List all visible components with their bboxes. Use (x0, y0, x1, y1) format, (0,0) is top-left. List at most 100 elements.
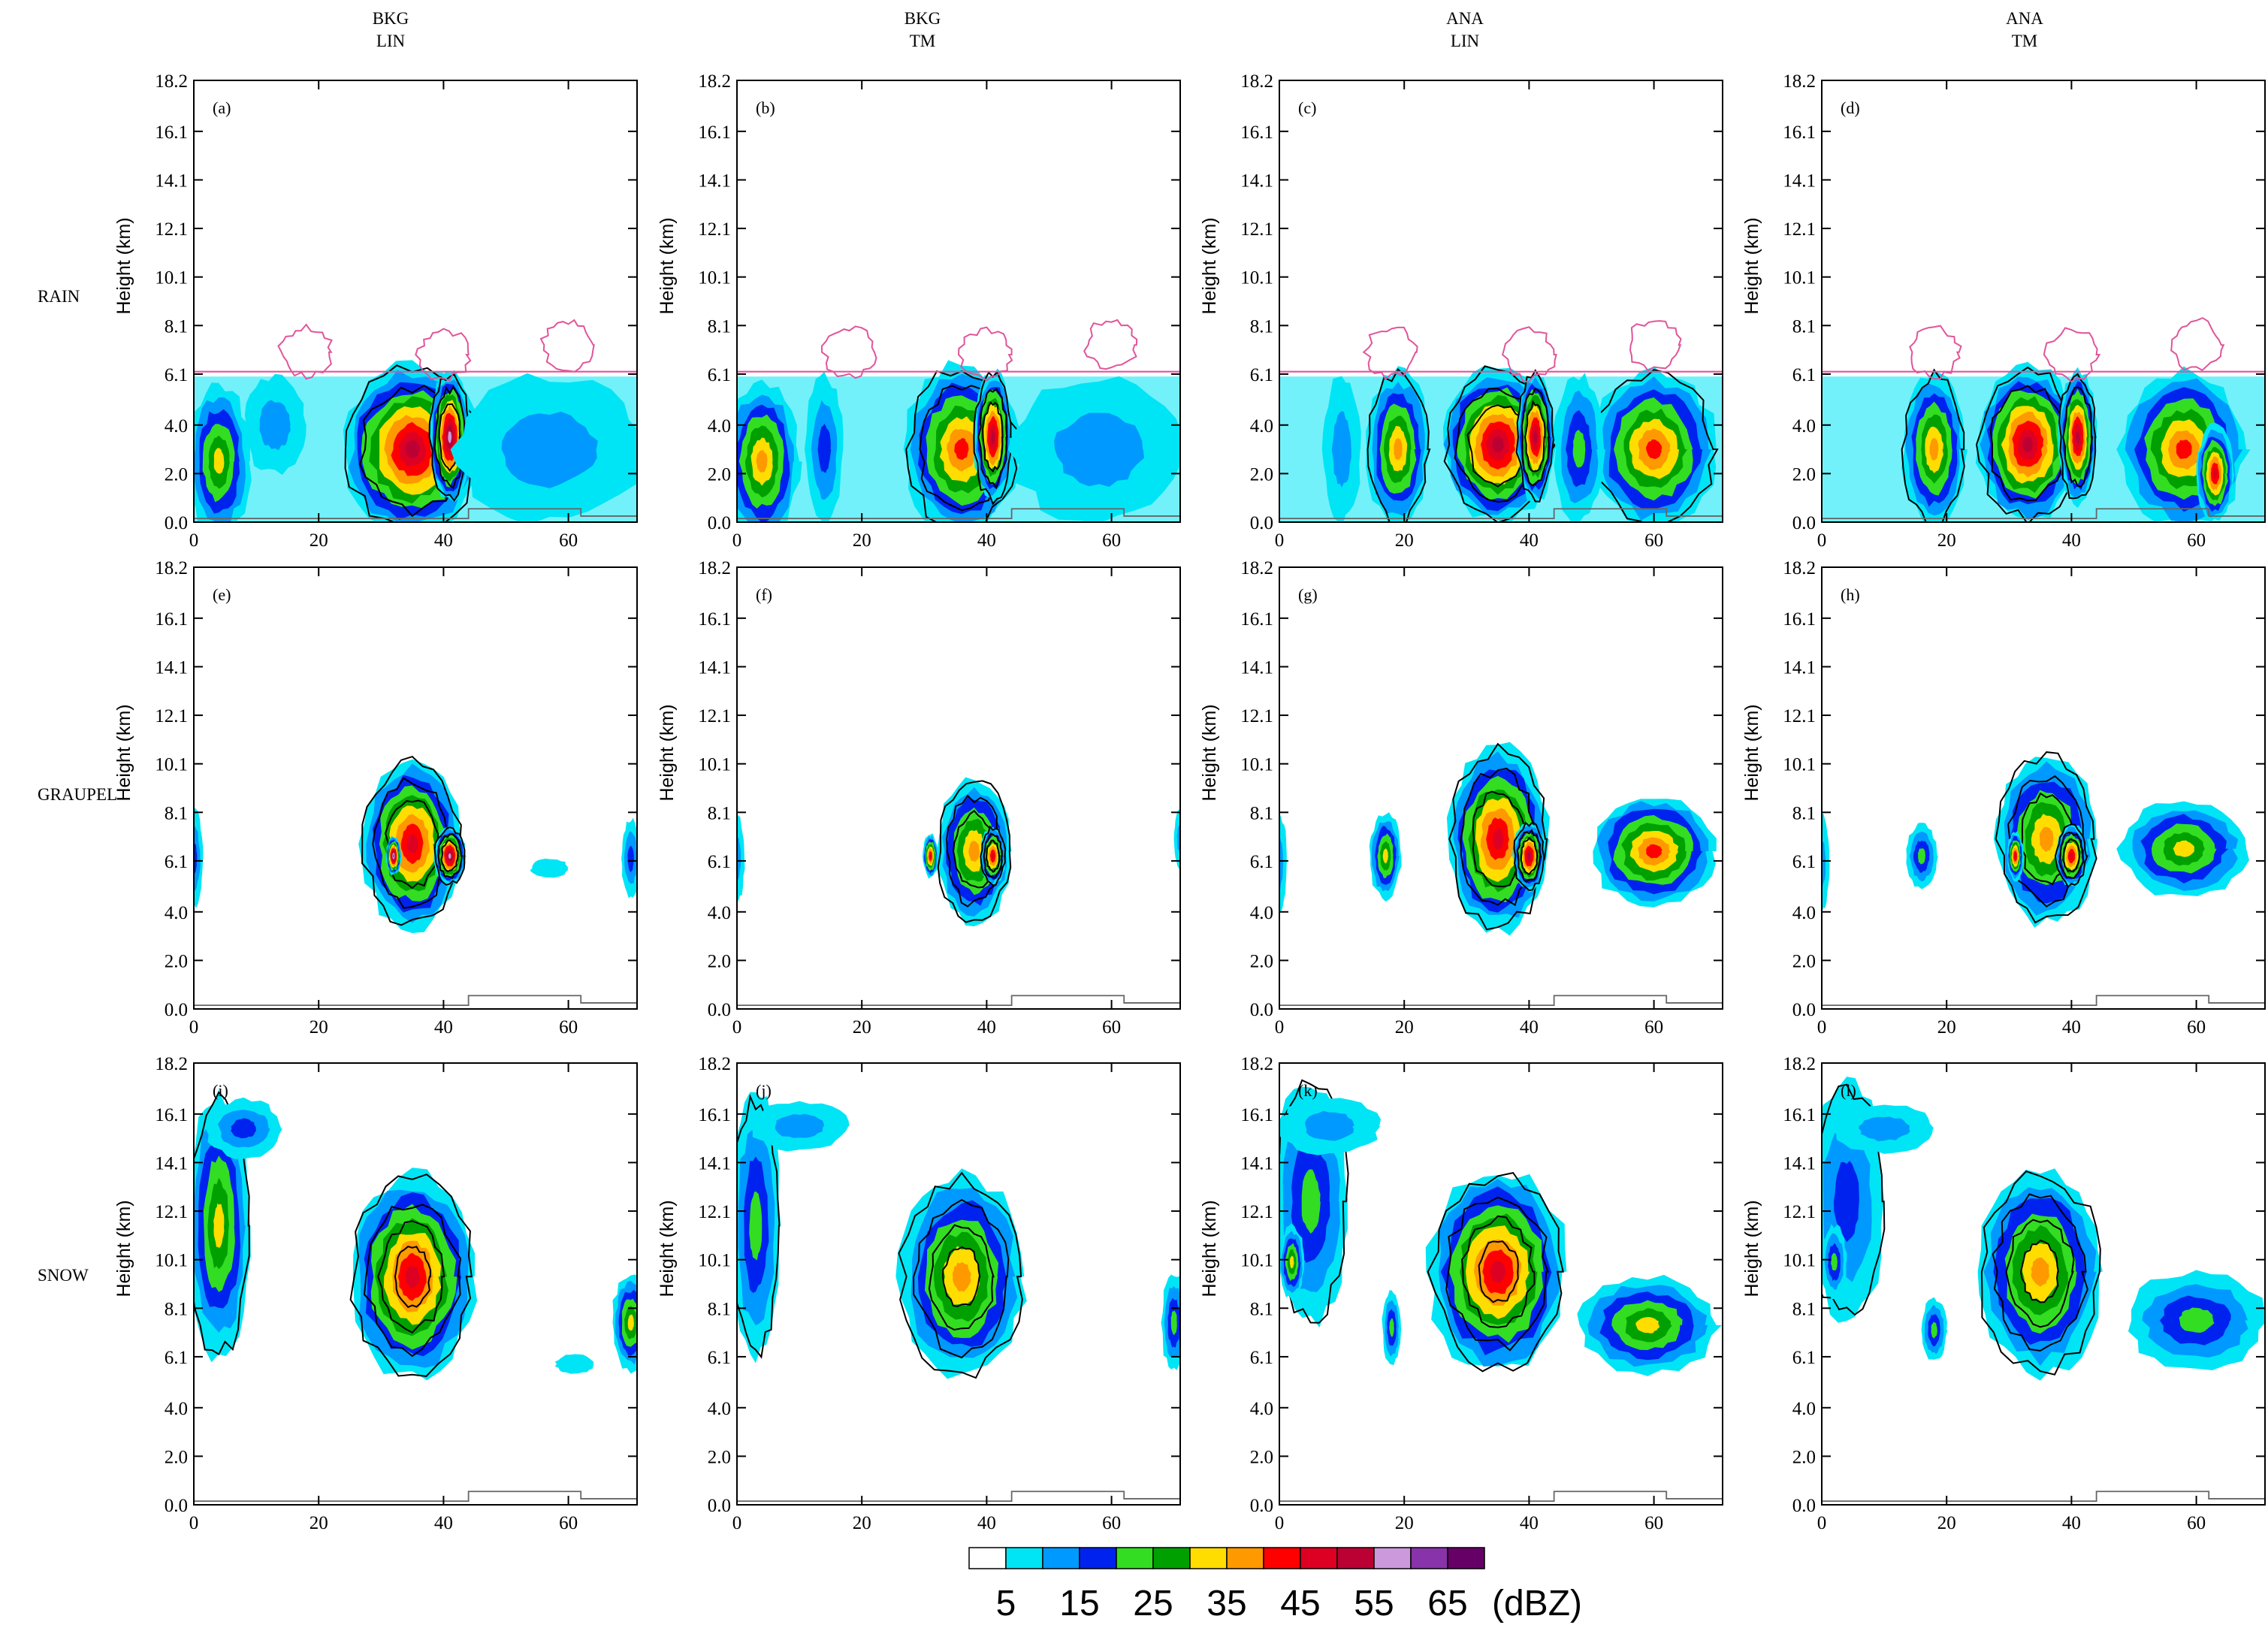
colorbar-swatch (1189, 1547, 1228, 1569)
contour-line (2021, 792, 2074, 886)
terrain-outline (194, 1491, 637, 1503)
reflectivity-layer (448, 430, 452, 443)
reflectivity-layer (1527, 852, 1531, 859)
reflectivity-cell (1901, 368, 1968, 522)
y-tick-label: 12.1 (1240, 706, 1273, 726)
y-tick-label: 4.0 (1792, 1399, 1816, 1419)
x-tick-label: 20 (310, 1017, 328, 1038)
reflectivity-cell (1977, 1168, 2103, 1381)
y-tick-label: 18.2 (155, 558, 188, 578)
y-tick-label: 2.0 (708, 1447, 731, 1467)
row-header: GRAUPEL (38, 785, 117, 804)
y-tick-label: 16.1 (155, 122, 188, 143)
panel: 0.0 2.0 4.0 6.1 8.1 10.1 12.1 14.1 16.1 18.2 0 20 40… (657, 1054, 1181, 1533)
reflectivity-layer (405, 440, 420, 458)
y-tick-label: 18.2 (1783, 1054, 1816, 1074)
y-tick-label: 6.1 (165, 1348, 188, 1368)
reflectivity-cell (1822, 813, 1830, 914)
reflectivity-layer (627, 845, 635, 873)
y-tick-label: 16.1 (1783, 122, 1816, 143)
contour-line (433, 826, 466, 887)
contour-line (433, 385, 466, 490)
reflectivity-cell (1921, 1297, 1948, 1360)
reflectivity-cell (923, 833, 938, 879)
reflectivity-layer (1394, 437, 1403, 461)
panel: 0.0 2.0 4.0 6.1 8.1 10.1 12.1 14.1 16.1 18.2 0 20 40… (1741, 1054, 2266, 1533)
y-tick-label: 4.0 (165, 903, 188, 923)
colorbar-tick-label: 25 (1133, 1584, 1173, 1623)
y-axis-label: Height (km) (657, 704, 678, 801)
contour-line (440, 839, 459, 873)
y-tick-label: 8.1 (1250, 1299, 1273, 1319)
reflectivity-layer (2040, 826, 2054, 852)
column-headers: BKG LIN BKG TM ANA LIN ANA TM (373, 9, 2044, 50)
x-tick-label: 40 (977, 1513, 996, 1533)
colorbar-tick-label: 15 (1059, 1584, 1099, 1623)
terrain-line (1822, 1491, 2265, 1503)
y-tick-label: 14.1 (1240, 657, 1273, 678)
x-tick-label: 40 (1520, 530, 1539, 551)
contour-line (1995, 751, 2097, 924)
reflectivity-cell (2196, 422, 2235, 521)
y-tick-label: 4.0 (1250, 903, 1273, 923)
reflectivity-cell (1321, 376, 1361, 522)
panel-frame (1821, 80, 2266, 523)
contour-line (1515, 369, 1555, 503)
reflectivity-layer (2179, 1307, 2215, 1333)
panel: 0.0 2.0 4.0 6.1 8.1 10.1 12.1 14.1 16.1 18.2 0 20 40… (1199, 71, 1723, 551)
reflectivity-layer (1929, 437, 1939, 461)
pink-contours (1822, 317, 2265, 383)
x-tick-label: 0 (189, 1017, 199, 1038)
reflectivity-cell (194, 1089, 251, 1363)
contour-line (953, 809, 995, 889)
y-tick-label: 0.0 (708, 513, 731, 533)
x-tick-label: 0 (1275, 530, 1285, 551)
y-tick-label: 8.1 (708, 1299, 731, 1319)
panel-frame (1279, 1062, 1723, 1506)
reflectivity-cell (554, 1354, 594, 1374)
contour-line (377, 1220, 445, 1334)
panel-label: (i) (213, 1081, 228, 1100)
plot-area (1822, 1077, 2265, 1503)
y-tick-label: 6.1 (165, 365, 188, 385)
reflectivity-cell (1553, 373, 1605, 522)
panel-frame (193, 566, 638, 1010)
contour-line (1472, 790, 1526, 888)
y-tick-label: 2.0 (1250, 951, 1273, 971)
y-tick-label: 12.1 (698, 706, 731, 726)
y-axis-label: Height (km) (1741, 704, 1762, 801)
x-tick-label: 20 (310, 1513, 328, 1533)
panel-frame (1821, 566, 2266, 1010)
colorbar-swatch (1447, 1547, 1485, 1569)
x-tick-label: 60 (2187, 1513, 2206, 1533)
panel: 0.0 2.0 4.0 6.1 8.1 10.1 12.1 14.1 16.1 18.2 0 20 40… (657, 71, 1181, 551)
colorbar-unit-label: (dBZ) (1492, 1584, 1582, 1623)
y-tick-label: 18.2 (1783, 558, 1816, 578)
reflectivity-cell (1425, 1171, 1567, 1373)
colorbar-swatch (1263, 1547, 1301, 1569)
contour-line (1524, 400, 1546, 473)
reflectivity-layer (1859, 1116, 1910, 1142)
terrain-outline (737, 1491, 1180, 1503)
plot-area (1279, 742, 1723, 1007)
y-tick-label: 8.1 (165, 803, 188, 823)
contour-line (1976, 366, 2079, 522)
contour-line (980, 825, 1007, 887)
y-tick-label: 10.1 (155, 755, 188, 775)
colorbar-swatch (1116, 1547, 1154, 1569)
reflectivity-layer (1301, 1169, 1321, 1234)
reflectivity-cell (1161, 1274, 1180, 1370)
reflectivity-cell (1588, 367, 1719, 522)
y-tick-label: 12.1 (1783, 219, 1816, 240)
reflectivity-cell (621, 817, 637, 899)
reflectivity-layer (737, 814, 745, 902)
reflectivity-cell (1369, 812, 1402, 902)
y-tick-label: 2.0 (1250, 464, 1273, 485)
y-tick-label: 14.1 (1240, 1153, 1273, 1173)
terrain-outline (1279, 995, 1723, 1007)
reflectivity-cell (1007, 376, 1180, 522)
y-tick-label: 8.1 (165, 1299, 188, 1319)
y-tick-label: 4.0 (708, 1399, 731, 1419)
y-tick-label: 14.1 (698, 171, 731, 191)
reflectivity-cell (1512, 821, 1545, 893)
